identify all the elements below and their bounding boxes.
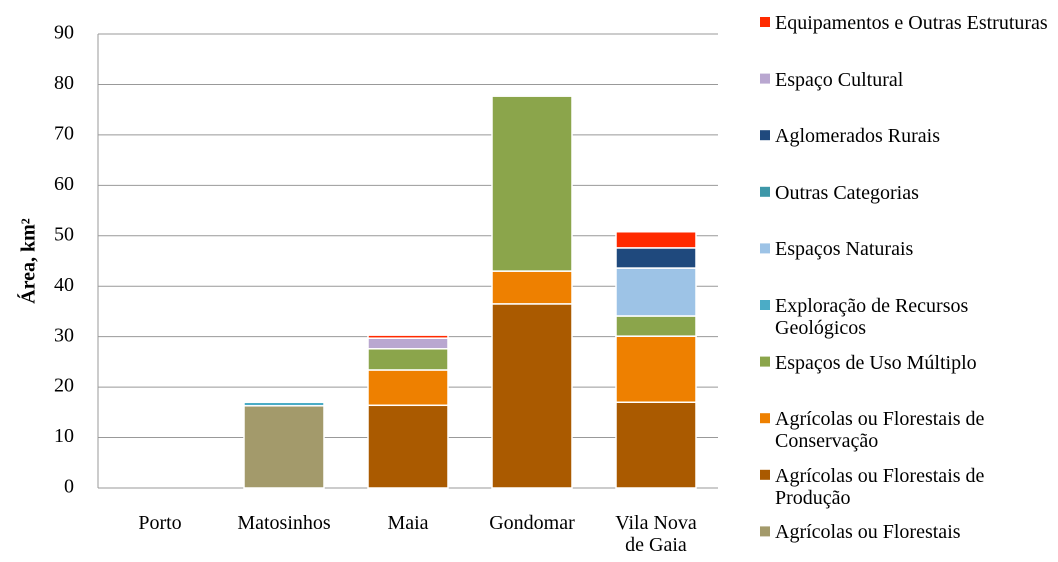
bar-segment [615, 401, 697, 489]
legend-label: Espaços Naturais [775, 238, 914, 261]
legend-swatch [760, 356, 770, 367]
legend-label: Equipamentos e Outras Estruturas [775, 12, 1048, 34]
x-tick-label: Porto [138, 512, 182, 534]
legend-label: Aglomerados Rurais [775, 125, 940, 148]
legend-swatch [760, 300, 770, 310]
bar-segment [615, 247, 697, 269]
legend-swatch [760, 17, 770, 27]
bar-segment [615, 230, 697, 249]
y-tick-label: 20 [54, 375, 74, 397]
legend-swatch [760, 526, 770, 537]
legend-swatch [760, 413, 770, 424]
bar-segment [367, 348, 449, 371]
legend-swatch [760, 130, 770, 141]
y-tick-label: 0 [64, 476, 74, 498]
y-tick-label: 80 [54, 72, 74, 94]
y-tick-label: 50 [54, 223, 74, 245]
bar-segment [615, 267, 697, 317]
legend-label: Agrícolas ou Florestais [775, 521, 961, 544]
legend-swatch [760, 73, 770, 84]
legend-swatch [760, 243, 770, 254]
y-axis-label: Área, km² [17, 218, 40, 304]
legend-label: Espaço Cultural [775, 68, 904, 91]
legend-swatch [760, 469, 770, 480]
x-tick-label: Gondomar [489, 512, 575, 534]
y-tick-label: 70 [54, 122, 74, 144]
bar-segment [491, 95, 573, 272]
y-tick-label: 10 [54, 425, 74, 447]
bar-segment [491, 270, 573, 305]
bar-segment [367, 334, 449, 339]
legend-swatch [760, 186, 770, 197]
bar-segment [615, 335, 697, 403]
bar-segment [243, 405, 325, 489]
bar-segment [367, 369, 449, 407]
x-tick-label: Matosinhos [237, 512, 331, 534]
legend-label: Agrícolas ou Florestais de Produção [775, 464, 985, 509]
bar-segment [491, 303, 573, 489]
y-tick-label: 30 [54, 324, 74, 346]
x-tick-label: Maia [387, 512, 429, 534]
y-tick-label: 90 [54, 22, 74, 44]
bar-segment [615, 315, 697, 337]
bar-segment [243, 401, 325, 407]
legend-label: Outras Categorias [775, 181, 919, 204]
y-tick-label: 40 [54, 274, 74, 296]
legend-label: Agrícolas ou Florestais de Conservação [775, 408, 985, 453]
bar-segment [367, 404, 449, 489]
bar-segment [491, 93, 573, 97]
y-tick-label: 60 [54, 173, 74, 195]
legend-label: Exploração de Recursos Geológicos [775, 295, 969, 339]
x-tick-label: Vila Nova de Gaia [615, 512, 697, 556]
bar-segment [367, 337, 449, 350]
legend-label: Espaços de Uso Múltiplo [775, 351, 977, 374]
